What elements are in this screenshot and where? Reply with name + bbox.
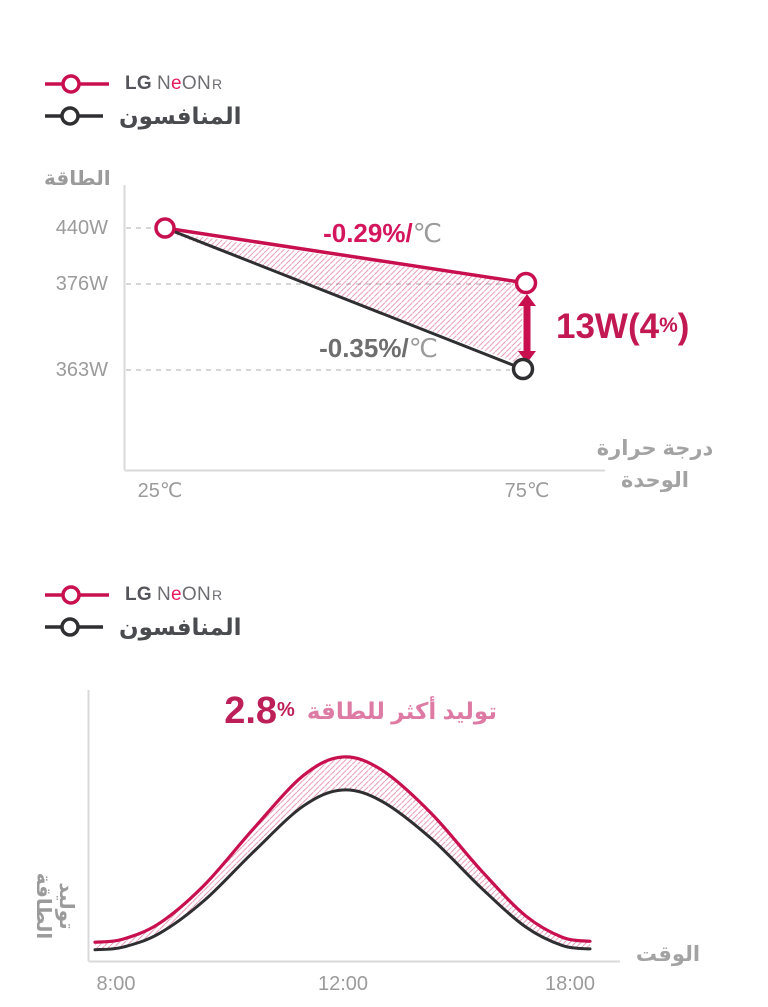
lg-logo-text: LG: [125, 73, 152, 94]
annotation-value: 2.8%: [224, 690, 295, 733]
generation-gain-area: [95, 756, 590, 950]
competitor-series-marker-icon: [45, 106, 103, 126]
difference-main: 13W(4: [556, 307, 660, 346]
energy-time-chart: [87, 690, 620, 963]
lg-rate-value: -0.29%/: [323, 218, 413, 248]
chart1-x-axis-title-line2: الوحدة: [621, 469, 689, 492]
model-suffix: R: [212, 587, 223, 603]
lg-logo-text: LG: [125, 584, 152, 605]
lg-series-line: [164, 226, 527, 285]
generation-curves: [93, 755, 592, 952]
model-pre: N: [157, 584, 172, 605]
model-post: ON: [181, 73, 212, 94]
chart1-x-axis-title-line1: درجة حرارة: [596, 437, 714, 460]
competitor-generation-curve: [93, 788, 592, 952]
lg-series-marker-icon: [45, 74, 109, 94]
model-post: ON: [181, 584, 212, 605]
model-accent: e: [171, 73, 182, 94]
model-pre: N: [157, 73, 172, 94]
legend-label-competitor: المنافسون: [119, 102, 242, 129]
legend-label-competitor: المنافسون: [119, 613, 242, 640]
annotation-percent: %: [277, 698, 295, 721]
annotation-number: 2.8: [224, 689, 278, 732]
chart1-y-axis-title: الطاقة: [44, 168, 111, 190]
legend-item-competitor: المنافسون: [45, 613, 241, 641]
lg-rate-label: -0.29%/℃: [300, 218, 465, 249]
x-tick-25c: 25℃: [137, 480, 183, 502]
lg-series-marker-icon: [45, 585, 109, 605]
legend-item-competitor: المنافسون: [45, 102, 241, 130]
competitor-series-line: [164, 226, 524, 371]
chart2-x-axis-title: الوقت: [635, 943, 701, 966]
model-accent: e: [171, 584, 182, 605]
difference-arrow: [518, 294, 536, 363]
legend-label-lg: LG NeONR: [125, 584, 222, 606]
x-tick-75c: 75℃: [504, 480, 550, 502]
competitor-point-75c: [511, 357, 535, 381]
lg-rate-unit: ℃: [412, 218, 442, 248]
x-tick-12: 12:00: [317, 973, 369, 995]
legend-item-lg: LG NeONR: [45, 70, 241, 98]
legend-bottom: LG NeONR المنافسون: [45, 581, 241, 641]
lg-point-25c: [154, 217, 176, 239]
x-tick-8: 8:00: [96, 973, 136, 995]
legend-item-lg: LG NeONR: [45, 581, 241, 609]
legend-top: LG NeONR المنافسون: [45, 70, 241, 130]
y-tick-440w: 440W: [55, 217, 108, 239]
difference-close: ): [677, 307, 690, 346]
competitor-rate-label: -0.35%/℃: [296, 333, 461, 364]
difference-percent: %: [659, 314, 678, 337]
competitor-series-marker-icon: [45, 617, 103, 637]
lg-generation-curve: [93, 755, 592, 944]
difference-label: 13W(4%): [556, 307, 689, 347]
y-tick-363w: 363W: [55, 359, 108, 381]
legend-label-lg: LG NeONR: [125, 73, 222, 95]
y-tick-376w: 376W: [55, 273, 108, 295]
annotation-text: توليد أكثر للطاقة: [306, 697, 497, 724]
generation-annotation: توليد أكثر للطاقة 2.8%: [185, 688, 497, 734]
model-suffix: R: [212, 76, 223, 92]
power-temp-chart: [123, 185, 605, 472]
lg-point-75c: [514, 271, 538, 295]
chart2-y-axis-title: توليد الطاقة: [32, 872, 77, 940]
x-tick-18: 18:00: [544, 973, 596, 995]
competitor-rate-value: -0.35%/: [319, 333, 409, 363]
competitor-rate-unit: ℃: [408, 333, 438, 363]
